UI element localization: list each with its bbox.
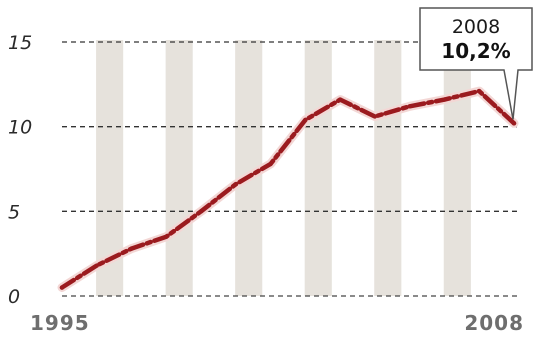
data-point [94, 263, 99, 268]
callout-value-label: 10,2% [441, 39, 510, 63]
data-point [59, 285, 65, 290]
year-band [443, 40, 471, 296]
y-tick-label: 15 [8, 32, 32, 54]
callout-box [419, 7, 533, 120]
data-point [511, 121, 517, 126]
year-band [374, 40, 402, 296]
y-tick-label: 5 [8, 201, 20, 223]
data-point [129, 246, 134, 251]
data-point [233, 182, 239, 187]
x-tick-label: 2008 [464, 311, 524, 335]
year-band [304, 40, 332, 296]
data-point [303, 117, 308, 123]
data-point [337, 97, 343, 102]
y-axis-tick-labels: 0 5 10 15 [8, 32, 32, 308]
series-line [57, 86, 519, 292]
callout-year-label: 2008 [452, 16, 500, 38]
annotation-callout: 2008 10,2% [419, 7, 533, 120]
year-bands [96, 40, 471, 296]
year-band [165, 40, 193, 296]
data-point [477, 88, 482, 94]
data-point [372, 114, 378, 119]
data-point [407, 104, 412, 109]
x-tick-label: 1995 [30, 311, 90, 335]
y-tick-label: 10 [8, 117, 32, 139]
data-point [164, 234, 169, 239]
data-point [198, 209, 204, 214]
series-line-path [59, 88, 517, 290]
x-axis-tick-labels: 1995 2008 [30, 311, 524, 335]
y-tick-label: 0 [8, 286, 20, 308]
data-point [442, 97, 447, 102]
data-point [268, 161, 273, 167]
